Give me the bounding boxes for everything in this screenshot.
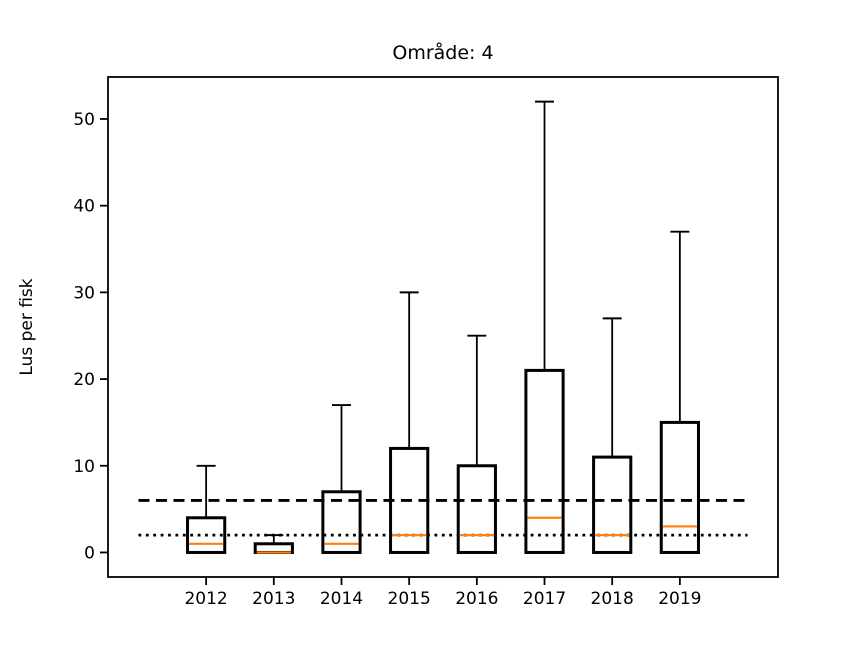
- box-2018: [592, 455, 633, 554]
- x-tick-label: 2015: [388, 589, 431, 609]
- x-tick-label: 2019: [658, 589, 701, 609]
- x-tick-label: 2016: [455, 589, 498, 609]
- x-tick-label: 2018: [591, 589, 634, 609]
- box-2012: [186, 516, 227, 554]
- y-tick-label: 10: [73, 457, 95, 477]
- x-tick-label: 2013: [252, 589, 295, 609]
- plot-layer: 0 10 20 30 40 50 2012 2013 2014 2015 2016 2017 2018 2…: [73, 76, 779, 609]
- chart-title: Område: 4: [392, 41, 493, 64]
- box-2019: [659, 420, 700, 554]
- box-2017: [524, 368, 565, 554]
- y-tick-label: 20: [73, 370, 95, 390]
- axes-frame: [107, 76, 779, 578]
- box-2014: [321, 490, 362, 554]
- box-2013: [253, 542, 294, 554]
- x-tick-label: 2014: [320, 589, 363, 609]
- y-tick-label: 0: [84, 543, 95, 563]
- box-2015: [389, 446, 430, 554]
- y-tick-label: 40: [73, 197, 95, 217]
- y-axis-label: Lus per fisk: [17, 278, 37, 375]
- y-tick-label: 30: [73, 283, 95, 303]
- x-tick-label: 2012: [184, 589, 227, 609]
- box-2016: [456, 464, 497, 554]
- y-tick-label: 50: [73, 110, 95, 130]
- x-tick-label: 2017: [523, 589, 566, 609]
